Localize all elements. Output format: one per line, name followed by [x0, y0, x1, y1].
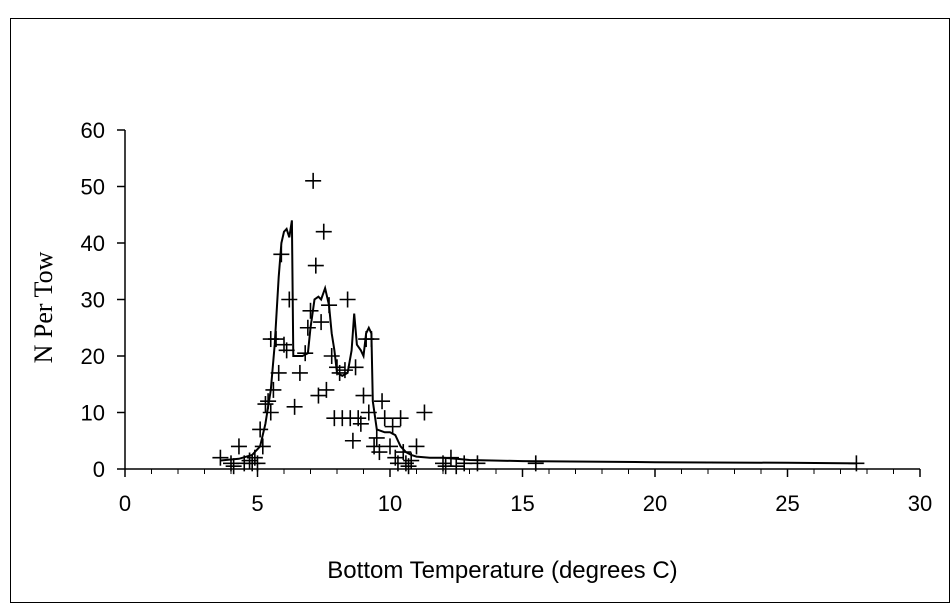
plus-marker	[299, 319, 316, 336]
x-tick-label: 5	[251, 491, 263, 516]
plus-marker	[448, 458, 465, 475]
plus-marker	[273, 246, 290, 263]
x-tick-label: 10	[378, 491, 402, 516]
plus-marker	[339, 291, 356, 308]
plus-marker	[212, 449, 229, 466]
plus-marker	[469, 455, 486, 472]
plus-marker	[392, 410, 409, 427]
plus-marker	[363, 331, 380, 348]
ticks	[117, 129, 921, 477]
plus-marker	[395, 444, 412, 461]
plus-marker	[318, 381, 335, 398]
chart-frame	[10, 18, 950, 603]
plus-marker	[848, 455, 865, 472]
x-axis-label: Bottom Temperature (degrees C)	[327, 557, 677, 584]
plus-marker	[254, 438, 271, 455]
plus-marker	[249, 455, 266, 472]
plus-marker	[360, 404, 377, 421]
plus-marker	[344, 432, 361, 449]
y-tick-label: 20	[81, 344, 105, 369]
y-tick-label: 10	[81, 401, 105, 426]
y-tick-label: 40	[81, 231, 105, 256]
plus-marker	[323, 348, 340, 364]
plus-marker	[252, 421, 269, 438]
x-tick-label: 30	[908, 491, 932, 516]
plus-marker	[336, 362, 353, 379]
plus-marker	[374, 393, 391, 410]
plus-marker	[278, 342, 295, 359]
plus-marker	[376, 410, 393, 427]
axes	[124, 130, 920, 470]
plus-marker	[305, 172, 322, 189]
x-tick-label: 0	[119, 491, 131, 516]
plus-marker	[257, 396, 274, 413]
plus-marker	[368, 429, 385, 446]
plus-marker	[302, 302, 319, 319]
plus-marker	[355, 387, 372, 404]
y-tick-label: 50	[81, 175, 105, 200]
plus-marker	[416, 404, 433, 421]
plus-marker	[371, 444, 388, 461]
plus-marker	[265, 381, 282, 398]
y-tick-label: 30	[81, 288, 105, 313]
plus-marker	[442, 449, 459, 466]
plus-marker	[230, 438, 247, 455]
plus-marker	[315, 223, 332, 240]
plus-marker	[382, 438, 398, 455]
plus-marker	[408, 438, 425, 455]
plus-marker	[260, 393, 277, 410]
y-axis-label: N Per Tow	[29, 251, 58, 363]
plus-marker	[297, 345, 314, 362]
plus-marker	[286, 398, 303, 415]
plus-marker	[347, 359, 364, 376]
tick-labels: 0 5 10 15 20 25 30 0 10 20 30 40 50 60	[81, 118, 933, 516]
plus-marker	[384, 418, 401, 435]
y-tick-label: 0	[93, 457, 105, 482]
x-tick-label: 20	[643, 491, 667, 516]
y-tick-label: 60	[81, 118, 105, 143]
plus-marker	[262, 404, 279, 421]
plus-marker	[270, 364, 287, 381]
plus-marker	[313, 314, 330, 331]
plus-marker	[225, 458, 242, 475]
plus-markers	[212, 172, 865, 475]
x-tick-label: 15	[510, 491, 534, 516]
smoothed-line	[220, 220, 857, 465]
plus-marker	[291, 364, 308, 381]
plus-marker	[307, 257, 324, 274]
plus-marker	[403, 452, 420, 469]
plus-marker	[281, 291, 298, 308]
x-tick-label: 25	[775, 491, 799, 516]
plus-marker	[321, 297, 338, 314]
plus-marker	[527, 455, 544, 472]
plus-marker	[352, 415, 369, 432]
